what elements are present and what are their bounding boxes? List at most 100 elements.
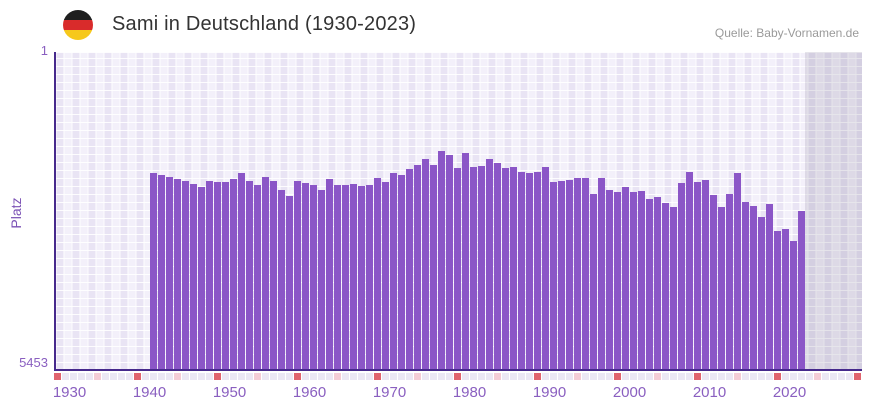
bar-1960[interactable] (294, 180, 301, 370)
bar-2015[interactable] (734, 173, 741, 370)
bar-1965[interactable] (334, 184, 341, 370)
chart-title: Sami in Deutschland (1930-2023) (112, 13, 417, 35)
bar-1993[interactable] (558, 180, 565, 370)
bar-1945[interactable] (174, 179, 181, 370)
bar-1999[interactable] (606, 190, 613, 370)
year-marker-1998 (598, 373, 605, 380)
year-marker-2026 (822, 373, 829, 380)
bar-1957[interactable] (270, 180, 277, 370)
bar-1988[interactable] (518, 171, 525, 370)
bar-2021[interactable] (782, 229, 789, 370)
bar-1990[interactable] (534, 171, 541, 370)
bar-2018[interactable] (758, 217, 765, 370)
bar-1944[interactable] (166, 176, 173, 370)
bar-2019[interactable] (766, 204, 773, 370)
bar-1972[interactable] (390, 173, 397, 370)
bar-2014[interactable] (726, 193, 733, 370)
bar-2005[interactable] (654, 196, 661, 370)
bar-1955[interactable] (254, 184, 261, 370)
bar-1961[interactable] (302, 183, 309, 370)
bar-1956[interactable] (262, 176, 269, 370)
bar-1980[interactable] (454, 168, 461, 370)
bar-1983[interactable] (478, 165, 485, 370)
bar-2016[interactable] (742, 202, 749, 370)
bar-1991[interactable] (542, 167, 549, 370)
bar-2003[interactable] (638, 191, 645, 370)
bar-1971[interactable] (382, 181, 389, 370)
bar-2011[interactable] (702, 179, 709, 370)
bar-1967[interactable] (350, 183, 357, 370)
bar-1951[interactable] (222, 181, 229, 370)
year-marker-1948 (198, 373, 205, 380)
bar-2010[interactable] (694, 181, 701, 370)
bar-1949[interactable] (206, 181, 213, 370)
year-marker-2029 (846, 373, 853, 380)
bar-1986[interactable] (502, 168, 509, 370)
year-marker-1931 (62, 373, 69, 380)
bar-1946[interactable] (182, 180, 189, 370)
year-marker-1958 (278, 373, 285, 380)
bar-1954[interactable] (246, 180, 253, 370)
bar-1959[interactable] (286, 196, 293, 370)
bar-1985[interactable] (494, 162, 501, 370)
bar-1994[interactable] (566, 179, 573, 370)
year-marker-1960 (294, 373, 301, 380)
bar-1969[interactable] (366, 184, 373, 370)
bar-2004[interactable] (646, 198, 653, 370)
bar-1952[interactable] (230, 178, 237, 370)
bar-2002[interactable] (630, 191, 637, 370)
bar-2023[interactable] (798, 211, 805, 370)
bar-1948[interactable] (198, 186, 205, 370)
bar-1984[interactable] (486, 159, 493, 370)
bar-2007[interactable] (670, 207, 677, 370)
bar-1995[interactable] (574, 178, 581, 370)
bar-1947[interactable] (190, 183, 197, 370)
bar-1958[interactable] (278, 190, 285, 370)
year-marker-1981 (462, 373, 469, 380)
bar-1979[interactable] (446, 155, 453, 370)
bar-1996[interactable] (582, 178, 589, 370)
bar-1987[interactable] (510, 166, 517, 370)
bar-2013[interactable] (718, 207, 725, 370)
year-marker-1964 (326, 373, 333, 380)
bar-2020[interactable] (774, 231, 781, 370)
bar-1975[interactable] (414, 164, 421, 370)
bar-1978[interactable] (438, 151, 445, 370)
year-marker-1959 (286, 373, 293, 380)
year-marker-1967 (350, 373, 357, 380)
bar-1989[interactable] (526, 172, 533, 370)
bar-1962[interactable] (310, 185, 317, 370)
year-marker-1932 (70, 373, 77, 380)
bar-1970[interactable] (374, 177, 381, 370)
bar-1953[interactable] (238, 172, 245, 370)
bar-1964[interactable] (326, 179, 333, 370)
bar-2022[interactable] (790, 240, 797, 370)
bar-1997[interactable] (590, 194, 597, 370)
year-marker-1994 (566, 373, 573, 380)
bar-2012[interactable] (710, 195, 717, 370)
bar-2009[interactable] (686, 171, 693, 370)
bar-1977[interactable] (430, 164, 437, 370)
bar-2017[interactable] (750, 205, 757, 370)
bar-1974[interactable] (406, 169, 413, 370)
year-marker-1939 (126, 373, 133, 380)
bar-1963[interactable] (318, 190, 325, 370)
bar-1966[interactable] (342, 184, 349, 370)
bar-1950[interactable] (214, 181, 221, 370)
bar-1982[interactable] (470, 167, 477, 370)
year-marker-1946 (182, 373, 189, 380)
bar-1981[interactable] (462, 153, 469, 370)
bar-2008[interactable] (678, 182, 685, 370)
bar-1998[interactable] (598, 178, 605, 370)
bar-1992[interactable] (550, 182, 557, 370)
x-tick-2010: 2010 (692, 384, 727, 401)
bar-1968[interactable] (358, 185, 365, 370)
bar-2001[interactable] (622, 186, 629, 370)
bar-1942[interactable] (150, 172, 157, 370)
bar-2000[interactable] (614, 192, 621, 370)
bar-1943[interactable] (158, 175, 165, 370)
bar-2006[interactable] (662, 202, 669, 370)
bar-1973[interactable] (398, 174, 405, 370)
bar-1976[interactable] (422, 159, 429, 370)
year-marker-2010 (694, 373, 701, 380)
